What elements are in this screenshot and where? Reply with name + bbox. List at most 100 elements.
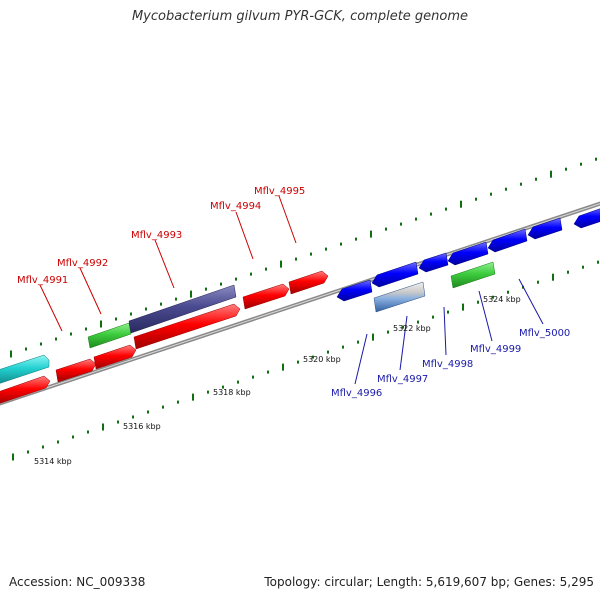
minor-tick [520, 182, 522, 186]
major-tick [280, 260, 282, 268]
forward-strand-features [0, 284, 237, 385]
minor-tick [222, 385, 224, 389]
gene-arrow-red[interactable] [93, 344, 137, 370]
major-tick [102, 423, 104, 431]
minor-tick [432, 315, 434, 319]
gene-arrow-blue[interactable] [573, 207, 600, 229]
minor-tick [162, 405, 164, 409]
gene-arrow-blue[interactable] [447, 241, 489, 266]
feature-bar-green[interactable] [87, 322, 132, 349]
feature-bar-purple[interactable] [128, 284, 237, 334]
minor-tick [402, 325, 404, 329]
minor-tick [27, 450, 29, 454]
scale-label: 5316 kbp [123, 422, 161, 431]
minor-tick [327, 350, 329, 354]
minor-tick [507, 290, 509, 294]
gene-arrow-blue[interactable] [336, 279, 373, 302]
minor-tick [447, 310, 449, 314]
reverse-strand-features [373, 261, 496, 313]
gene-arrow-red[interactable] [133, 303, 241, 350]
minor-tick [237, 380, 239, 384]
minor-tick [145, 307, 147, 311]
minor-tick [297, 360, 299, 364]
minor-tick [207, 390, 209, 394]
minor-tick [312, 355, 314, 359]
reverse-strand-genes [336, 207, 600, 302]
minor-tick [220, 282, 222, 286]
minor-tick [475, 197, 477, 201]
major-tick [100, 320, 102, 328]
gene-label[interactable]: Mflv_5000 [519, 328, 570, 339]
minor-tick [115, 317, 117, 321]
minor-tick [55, 337, 57, 341]
minor-tick [340, 242, 342, 246]
minor-tick [25, 347, 27, 351]
reverse-gene-labels: Mflv_4996 Mflv_4997 Mflv_4998 Mflv_4999 … [331, 328, 570, 399]
minor-tick [325, 247, 327, 251]
gene-arrow-red[interactable] [55, 358, 97, 383]
minor-tick [85, 327, 87, 331]
scale-label: 5318 kbp [213, 388, 251, 397]
label-leader-lines [39, 195, 544, 385]
minor-tick [42, 445, 44, 449]
gene-label[interactable]: Mflv_4998 [422, 359, 473, 370]
minor-tick [205, 287, 207, 291]
gene-label[interactable]: Mflv_4994 [210, 201, 261, 212]
minor-tick [295, 257, 297, 261]
gene-label[interactable]: Mflv_4996 [331, 388, 382, 399]
scale-label: 5320 kbp [303, 355, 341, 364]
minor-tick [235, 277, 237, 281]
major-tick [370, 230, 372, 238]
feature-bar-steel[interactable] [373, 281, 426, 313]
major-tick [192, 393, 194, 401]
minor-tick [117, 420, 119, 424]
major-tick [460, 200, 462, 208]
gene-arrow-red[interactable] [0, 375, 51, 405]
minor-tick [430, 212, 432, 216]
feature-bar-cyan[interactable] [0, 354, 50, 385]
gene-label[interactable]: Mflv_4997 [377, 374, 428, 385]
minor-tick [57, 440, 59, 444]
feature-bar-green[interactable] [450, 261, 496, 289]
minor-tick [490, 192, 492, 196]
scale-label: 5324 kbp [483, 295, 521, 304]
gene-arrow-blue[interactable] [371, 261, 419, 288]
major-tick [462, 303, 464, 311]
scale-tick-marks [10, 157, 599, 461]
minor-tick [537, 280, 539, 284]
gene-arrow-red[interactable] [242, 283, 290, 310]
major-tick [12, 453, 14, 461]
gene-arrow-blue[interactable] [527, 217, 563, 240]
gene-label[interactable]: Mflv_4995 [254, 186, 305, 197]
major-tick [190, 290, 192, 298]
minor-tick [595, 157, 597, 161]
minor-tick [70, 332, 72, 336]
gene-label[interactable]: Mflv_4991 [17, 275, 68, 286]
minor-tick [355, 237, 357, 241]
minor-tick [357, 340, 359, 344]
forward-strand-genes [0, 270, 329, 405]
minor-tick [147, 410, 149, 414]
minor-tick [40, 342, 42, 346]
gene-label[interactable]: Mflv_4999 [470, 344, 521, 355]
minor-tick [580, 162, 582, 166]
gene-label[interactable]: Mflv_4992 [57, 258, 108, 269]
gene-label[interactable]: Mflv_4993 [131, 230, 182, 241]
minor-tick [415, 217, 417, 221]
minor-tick [597, 260, 599, 264]
minor-tick [175, 297, 177, 301]
minor-tick [87, 430, 89, 434]
major-tick [372, 333, 374, 341]
gene-arrow-blue[interactable] [487, 228, 528, 253]
scale-label: 5322 kbp [393, 324, 431, 333]
scale-label: 5314 kbp [34, 457, 72, 466]
gene-arrow-blue[interactable] [418, 252, 449, 273]
scale-tick-labels: 5314 kbp 5316 kbp 5318 kbp 5320 kbp 5322… [34, 295, 521, 466]
gene-arrow-red[interactable] [288, 270, 329, 295]
major-tick [550, 170, 552, 178]
minor-tick [400, 222, 402, 226]
genome-summary-text: Topology: circular; Length: 5,619,607 bp… [264, 575, 594, 589]
accession-text: Accession: NC_009338 [9, 575, 146, 589]
